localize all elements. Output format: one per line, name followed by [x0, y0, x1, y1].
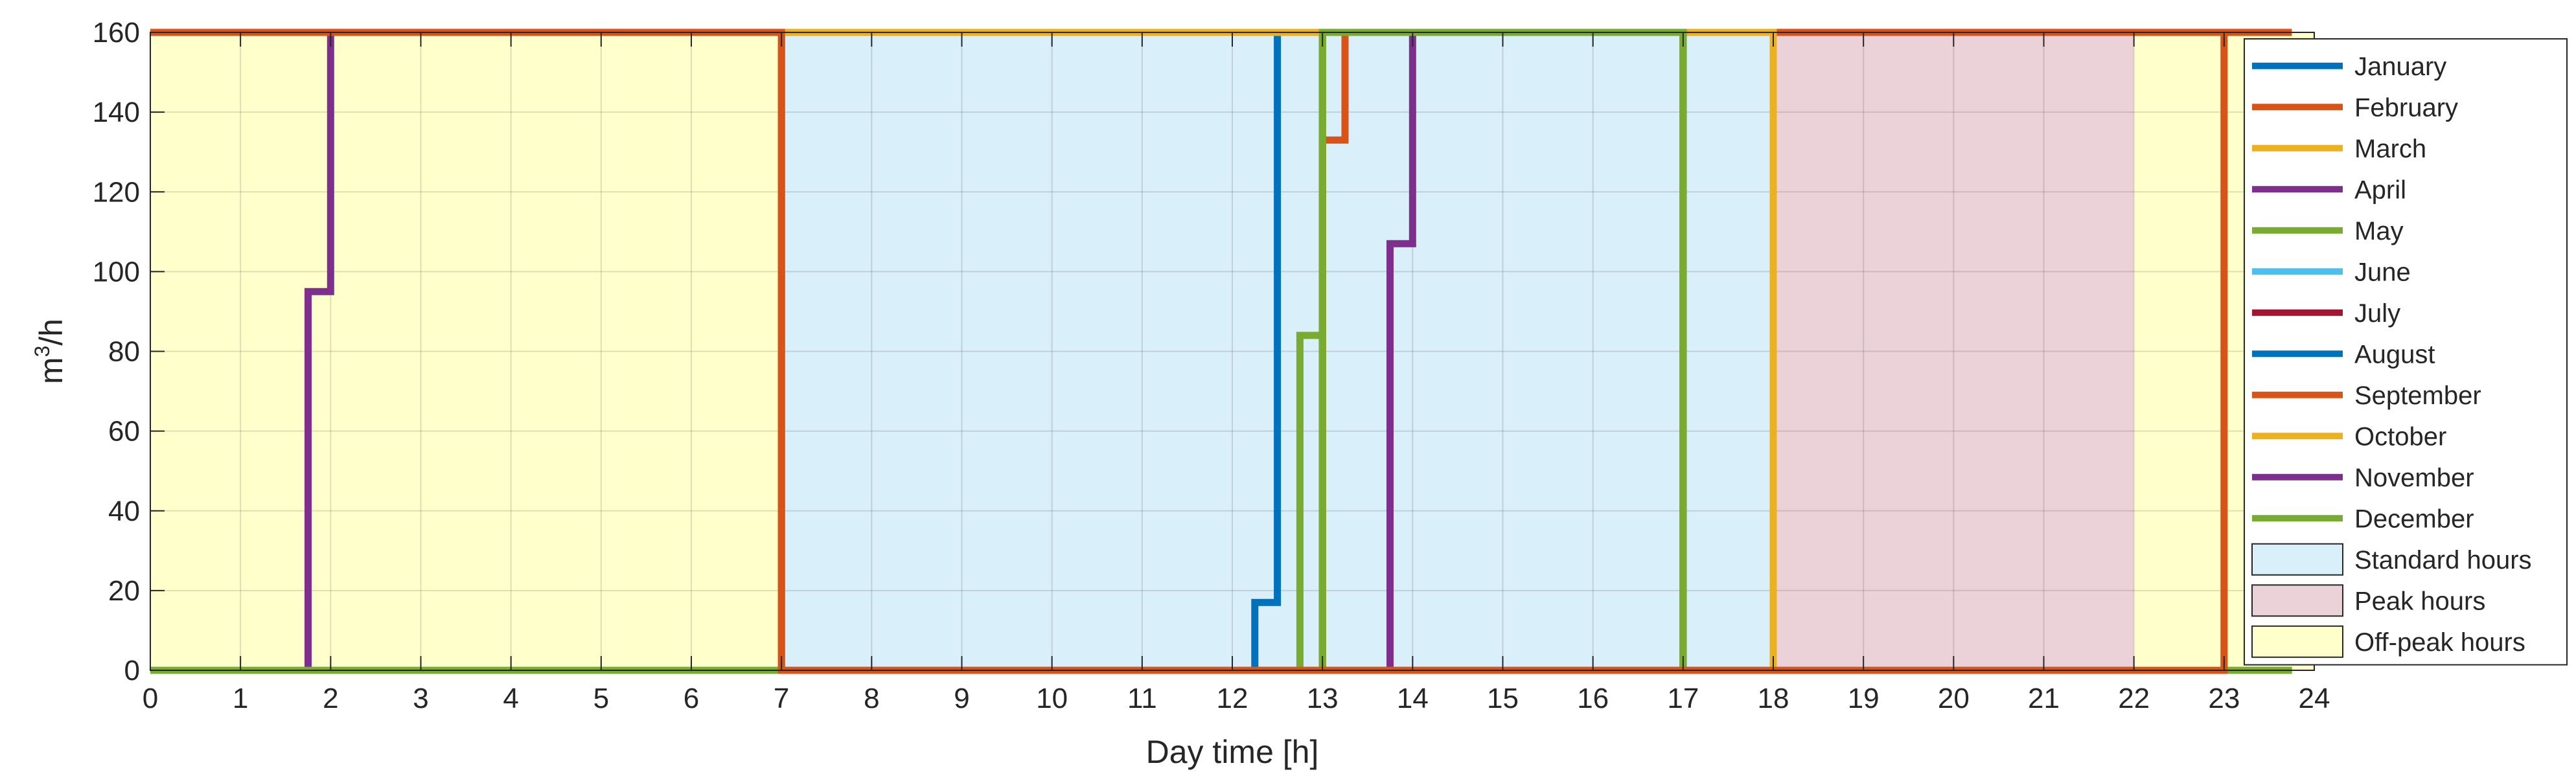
x-tick-label-9: 9 — [954, 683, 969, 714]
y-tick-label-1: 20 — [108, 575, 140, 607]
y-axis-label-base: m — [33, 357, 69, 384]
x-tick-label-17: 17 — [1667, 683, 1699, 714]
legend-label-band-2: Off-peak hours — [2354, 628, 2525, 657]
legend-label-may: May — [2354, 217, 2404, 245]
y-tick-label-8: 160 — [93, 17, 140, 49]
legend-label-august: August — [2354, 340, 2435, 369]
y-tick-label-3: 60 — [108, 416, 140, 448]
legend-label-september: September — [2354, 381, 2481, 410]
y-tick-label-5: 100 — [93, 256, 140, 288]
legend: January February March April May June July Augu… — [2244, 38, 2568, 666]
x-tick-label-19: 19 — [1848, 683, 1880, 714]
legend-label-march: March — [2354, 135, 2426, 163]
x-tick-label-16: 16 — [1577, 683, 1609, 714]
y-tick-label-4: 80 — [108, 336, 140, 368]
legend-label-band-0: Standard hours — [2354, 546, 2532, 574]
x-tick-label-2: 2 — [323, 683, 338, 714]
legend-swatch-band-2 — [2251, 625, 2343, 658]
legend-label-november: November — [2354, 464, 2474, 492]
x-tick-label-23: 23 — [2208, 683, 2240, 714]
x-tick-label-15: 15 — [1487, 683, 1519, 714]
y-axis-label-tail: /h — [33, 319, 69, 346]
x-tick-label-21: 21 — [2028, 683, 2060, 714]
legend-swatch-band-1 — [2251, 584, 2343, 617]
x-tick-label-8: 8 — [864, 683, 879, 714]
legend-label-june: June — [2354, 258, 2411, 286]
x-tick-label-14: 14 — [1397, 683, 1429, 714]
x-tick-label-12: 12 — [1217, 683, 1248, 714]
legend-swatch-band-0 — [2251, 543, 2343, 576]
band-0 — [150, 32, 782, 670]
x-tick-label-0: 0 — [143, 683, 158, 714]
legend-label-july: July — [2354, 299, 2400, 328]
x-tick-label-5: 5 — [593, 683, 609, 714]
x-tick-label-24: 24 — [2299, 683, 2330, 714]
y-tick-label-0: 0 — [124, 655, 140, 687]
y-axis-label: m3/h — [30, 319, 69, 384]
x-tick-label-3: 3 — [413, 683, 428, 714]
legend-label-band-1: Peak hours — [2354, 587, 2485, 615]
legend-label-january: January — [2354, 52, 2446, 81]
x-axis-label: Day time [h] — [1146, 734, 1319, 770]
y-tick-label-2: 40 — [108, 495, 140, 527]
x-tick-label-10: 10 — [1036, 683, 1068, 714]
x-tick-label-7: 7 — [774, 683, 789, 714]
y-axis-label-sup: 3 — [30, 346, 54, 357]
x-tick-label-20: 20 — [1938, 683, 1970, 714]
x-tick-label-4: 4 — [503, 683, 518, 714]
legend-label-april: April — [2354, 176, 2406, 204]
x-tick-label-13: 13 — [1307, 683, 1339, 714]
x-tick-label-1: 1 — [233, 683, 248, 714]
legend-label-october: October — [2354, 422, 2446, 451]
x-tick-label-6: 6 — [684, 683, 699, 714]
x-axis-ticks: 0 1 2 3 4 5 6 7 8 9 10 11 12 13 14 15 16 17 18 19 20 21 22 23 24 — [143, 32, 2330, 714]
legend-label-december: December — [2354, 505, 2474, 533]
y-axis-ticks: 0 20 40 60 80 100 120 140 160 — [93, 17, 2314, 687]
x-tick-label-18: 18 — [1758, 683, 1789, 714]
x-tick-label-22: 22 — [2118, 683, 2150, 714]
band-2 — [1773, 32, 2134, 670]
legend-label-february: February — [2354, 93, 2458, 122]
y-tick-label-7: 140 — [93, 96, 140, 128]
x-tick-label-11: 11 — [1127, 683, 1157, 714]
y-tick-label-6: 120 — [93, 176, 140, 208]
